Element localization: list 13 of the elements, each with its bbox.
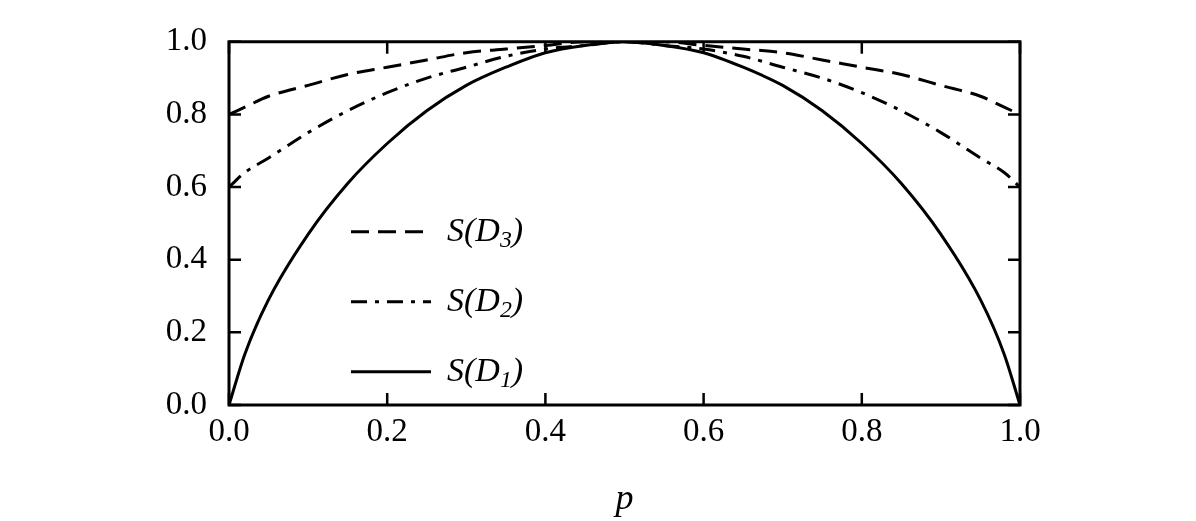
- x-tick-label: 0.8: [841, 412, 883, 449]
- x-tick-label: 0.0: [208, 412, 250, 449]
- x-tick-label: 0.4: [524, 412, 567, 449]
- x-tick-label: 1.0: [999, 412, 1041, 449]
- x-axis-title: p: [612, 476, 634, 517]
- y-tick-label: 0.4: [165, 239, 207, 276]
- x-tick-label: 0.2: [366, 412, 408, 449]
- y-tick-label: 1.0: [165, 21, 207, 58]
- x-tick-label: 0.6: [682, 412, 725, 449]
- y-tick-label: 0.6: [165, 166, 207, 203]
- y-tick-label: 0.2: [165, 312, 207, 349]
- y-tick-label: 0.0: [165, 384, 207, 421]
- y-tick-label: 0.8: [165, 94, 207, 131]
